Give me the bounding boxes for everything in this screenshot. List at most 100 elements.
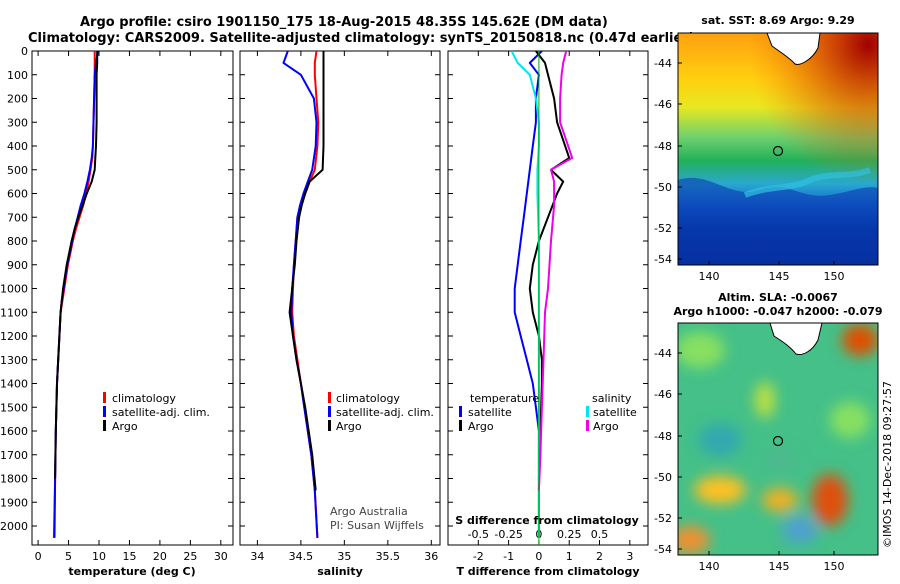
legend-title: salinity	[592, 392, 632, 405]
depth-tick-label: 1800	[0, 473, 28, 486]
salinity-x-axis: 34 34.5 35 35.5 36	[250, 51, 438, 563]
series-line-argo	[288, 51, 325, 491]
legend-swatch-argo-salinity	[586, 420, 589, 431]
t-difference-xlabel: T difference from climatology	[456, 565, 639, 578]
temperature-profiles	[52, 51, 99, 538]
tasmania-land	[769, 323, 823, 355]
depth-tick-label: 900	[7, 259, 28, 272]
legend-label: satellite	[468, 406, 512, 419]
legend-label: satellite-adj. clim.	[112, 406, 210, 419]
legend-label: Argo	[336, 420, 362, 433]
s-diff-tick-label: -0.5	[468, 528, 489, 541]
legend-swatch-climatology	[328, 392, 331, 403]
series-line-argo	[54, 51, 99, 479]
argo-position-marker	[772, 145, 784, 157]
depth-tick-label: 1700	[0, 449, 28, 462]
map-lat-label: -52	[654, 222, 672, 235]
x-tick-label: 10	[92, 550, 106, 563]
legend-label: Argo	[112, 420, 138, 433]
map-lon-label: 150	[824, 560, 845, 573]
series-line-climatology	[52, 51, 96, 538]
legend-swatch-argo	[103, 420, 106, 431]
legend-swatch-argo	[328, 420, 331, 431]
s-difference-xlabel: S difference from climatology	[455, 514, 639, 527]
pi-annotation: PI: Susan Wijffels	[330, 519, 424, 532]
sst-cold-band	[678, 177, 878, 265]
depth-tick-label: 0	[21, 45, 28, 58]
legend-swatch-satellite-salinity	[586, 406, 589, 417]
depth-tick-label: 400	[7, 140, 28, 153]
temperature-x-axis: 0 5 10 15 20 25 30	[35, 51, 228, 563]
x-tick-label: 0	[35, 550, 42, 563]
x-tick-label: 36	[424, 550, 438, 563]
depth-tick-label: 800	[7, 235, 28, 248]
legend-label: satellite	[593, 406, 637, 419]
salinity-profiles	[282, 51, 325, 538]
x-tick-label: 3	[626, 550, 633, 563]
depth-tick-label: 1000	[0, 283, 28, 296]
x-tick-label: 34	[250, 550, 264, 563]
legend-label: Argo	[468, 420, 494, 433]
title-line-2: Climatology: CARS2009. Satellite-adjuste…	[28, 31, 695, 46]
temperature-panel-frame	[31, 50, 234, 546]
sst-front	[743, 167, 872, 198]
depth-tick-label: 1200	[0, 330, 28, 343]
title-line-1: Argo profile: csiro 1901150_175 18-Aug-2…	[80, 15, 608, 30]
salinity-xlabel: salinity	[317, 565, 363, 578]
series-line-temperature-argo	[528, 51, 571, 479]
map-lat-label: -46	[654, 388, 672, 401]
map-lat-label: -46	[654, 98, 672, 111]
difference-panel-frame	[447, 50, 649, 546]
depth-tick-label: 700	[7, 211, 28, 224]
x-tick-label: 15	[122, 550, 136, 563]
x-tick-label: 25	[183, 550, 197, 563]
map-lat-label: -54	[654, 253, 672, 266]
depth-tick-label: 300	[7, 116, 28, 129]
map-lon-label: 145	[769, 560, 790, 573]
depth-tick-label: 1600	[0, 425, 28, 438]
difference-legend-temperature: temperature satellite Argo	[459, 392, 539, 433]
sst-map-frame	[677, 32, 879, 266]
legend-swatch-satellite	[103, 406, 106, 417]
tasmania-land	[766, 33, 821, 65]
legend-swatch-climatology	[103, 392, 106, 403]
map-lat-label: -44	[654, 57, 672, 70]
salinity-panel-frame	[239, 50, 441, 546]
series-line-satellite-adj-clim-	[53, 51, 99, 538]
sla-map	[678, 323, 878, 555]
map-lon-label: 145	[769, 270, 790, 283]
x-tick-label: 2	[596, 550, 603, 563]
s-diff-tick-label: 0.25	[557, 528, 582, 541]
depth-tick-label: 1500	[0, 401, 28, 414]
legend-label: climatology	[112, 392, 176, 405]
legend-label: climatology	[336, 392, 400, 405]
map-lat-label: -50	[654, 471, 672, 484]
sst-map-title: sat. SST: 8.69 Argo: 9.29	[701, 14, 854, 27]
legend-swatch-satellite	[328, 406, 331, 417]
salinity-legend: climatology satellite-adj. clim. Argo	[328, 392, 434, 433]
imos-credit: ©IMOS 14-Dec-2018 09:27:57	[881, 381, 894, 548]
x-tick-label: 1	[566, 550, 573, 563]
x-tick-label: 0	[535, 550, 542, 563]
sla-map-axes: 140 145 150 -44 -46 -48 -50 -52 -54	[654, 347, 844, 573]
depth-tick-label: 500	[7, 164, 28, 177]
argo-position-marker	[772, 435, 784, 447]
t-difference-x-axis: -2 -1 0 1 2 3	[473, 51, 633, 563]
x-tick-label: 5	[65, 550, 72, 563]
difference-legend-salinity: salinity satellite Argo	[586, 392, 637, 433]
map-lat-label: -48	[654, 140, 672, 153]
temperature-xlabel: temperature (deg C)	[68, 565, 195, 578]
temperature-legend: climatology satellite-adj. clim. Argo	[103, 392, 210, 433]
series-line-climatology	[291, 51, 320, 538]
sla-map-frame	[677, 322, 879, 556]
map-lon-label: 150	[824, 270, 845, 283]
s-diff-tick-label: -0.25	[494, 528, 522, 541]
x-tick-label: 35.5	[376, 550, 401, 563]
map-lat-label: -52	[654, 512, 672, 525]
s-difference-x-axis: -0.5-0.2500.250.5	[468, 528, 609, 541]
legend-swatch-argo	[459, 420, 462, 431]
s-diff-tick-label: 0.5	[591, 528, 609, 541]
x-tick-label: -2	[473, 550, 484, 563]
series-line-salinity-argo	[537, 51, 574, 491]
x-tick-label: 35	[337, 550, 351, 563]
